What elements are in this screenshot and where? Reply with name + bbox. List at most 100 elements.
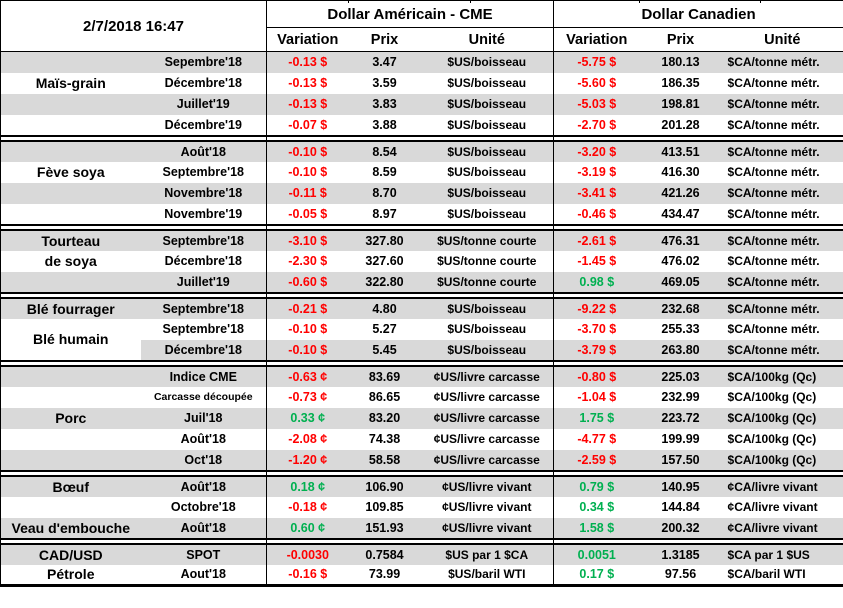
- group-separator: [0, 359, 843, 367]
- cell-contract-month: Juillet'19: [140, 271, 267, 293]
- table-row: Oct'18 -1.20 ¢ 58.58 ¢US/livre carcasse -2.5…: [0, 449, 843, 471]
- cell-ca-prix: 263.80: [639, 339, 722, 361]
- group-separator-cell: [0, 291, 268, 299]
- cell-us-unite: $US/baril WTI: [448, 567, 526, 582]
- cell-contract-month: Décembre'18: [164, 254, 242, 268]
- cell-us-unite: $US/boisseau: [420, 339, 554, 361]
- cell-us-unite: ¢US/livre carcasse: [420, 449, 554, 471]
- cell-us-variation: -2.08 ¢: [266, 428, 349, 450]
- cell-ca-prix: 469.05: [639, 271, 722, 293]
- cell-ca-prix: 223.72: [639, 407, 722, 429]
- cell-ca-prix: 200.32: [639, 517, 722, 539]
- cell-ca-unite: $CA/tonne métr.: [721, 339, 843, 361]
- cell-ca-variation: 0.79 $: [553, 475, 640, 497]
- cell-ca-unite: $CA/tonne métr.: [721, 140, 843, 162]
- table-row: Carcasse découpée -0.73 ¢ 86.65 ¢US/livre c…: [1, 386, 843, 408]
- group-separator-cell: [0, 537, 268, 545]
- cell-contract-month: Aout'18: [180, 567, 226, 582]
- cell-us-prix: 3.47: [348, 51, 421, 73]
- cell-ca-prix: 225.03: [639, 365, 722, 387]
- us-prix-header: Prix: [348, 27, 421, 52]
- cell-us-variation: -1.20 ¢: [266, 449, 349, 471]
- cell-contract-month: Novembre'18: [140, 182, 267, 204]
- table-row: Blé fourrager Septembre'18 -0.21 $4.80 $US/…: [0, 297, 843, 319]
- cell-ca-unite: $CA/100kg (Qc): [727, 432, 817, 446]
- cell-ca-unite: $CA/tonne métr.: [727, 76, 820, 90]
- cell-us-variation: -0.21 $: [266, 297, 349, 319]
- cell-us-prix: 322.80: [348, 271, 421, 293]
- cell-us-prix: 8.97: [372, 206, 397, 221]
- group-separator-cell: [553, 134, 843, 142]
- cell-ca-variation: -5.03 $: [553, 93, 640, 115]
- cell-us-prix: 8.54: [348, 140, 421, 162]
- group-separator-cell: [553, 291, 843, 299]
- cell-us-unite: ¢US/livre carcasse: [420, 407, 554, 429]
- group-separator-cell: [0, 469, 268, 477]
- cell-us-unite: $US par 1 $CA: [420, 543, 554, 565]
- cell-commodity-label: Blé humain: [0, 318, 141, 361]
- cell-us-prix: 3.83: [348, 93, 421, 115]
- group-separator-cell: [266, 291, 555, 299]
- table-row: Indice CME -0.63 ¢ 83.69 ¢US/livre carcasse…: [0, 365, 843, 387]
- cell-ca-unite: $CA/tonne métr.: [721, 182, 843, 204]
- table-row: Décembre'18 -0.10 $5.45 $US/boisseau -3.79 …: [1, 339, 843, 361]
- group-separator: [0, 223, 843, 231]
- cell-commodity-label: [1, 387, 141, 408]
- cell-us-prix: 327.60: [365, 254, 404, 268]
- cell-us-unite: $US/boisseau: [420, 51, 554, 73]
- cell-us-variation: -0.73 ¢: [266, 386, 349, 408]
- table-row: Août'18 -2.08 ¢ 74.38 ¢US/livre carcasse -4.…: [1, 428, 843, 450]
- cell-ca-unite: $CA/tonne métr.: [727, 117, 820, 132]
- table-row: Fève soya Septembre'18 -0.10 $ 8.59 $US/bois…: [1, 161, 843, 183]
- cell-ca-variation: -2.61 $: [553, 229, 640, 251]
- cell-commodity-label: Tourteau: [0, 229, 141, 251]
- cell-ca-prix: 413.51: [639, 140, 722, 162]
- cell-contract-month: Septembre'18: [140, 229, 267, 251]
- cell-contract-month: Août'18: [180, 432, 226, 446]
- cell-us-unite: $US/boisseau: [420, 297, 554, 319]
- cell-ca-prix: 232.99: [661, 390, 700, 404]
- report-datetime: 2/7/2018 16:47: [0, 0, 267, 52]
- table-row: Sepembre'18 -0.13 $3.47 $US/boisseau -5.75 …: [0, 51, 843, 73]
- group-separator-cell: [553, 537, 843, 545]
- cell-us-variation: -0.0030: [266, 543, 349, 565]
- cell-us-variation: -0.16 $: [266, 564, 349, 586]
- cell-commodity-label: Veau d'embouche: [0, 517, 141, 539]
- cell-ca-prix: 140.95: [639, 475, 722, 497]
- table-row: Juillet'19 -0.13 $3.83 $US/boisseau -5.03 $…: [0, 93, 843, 115]
- cell-ca-unite: $CA/tonne métr.: [721, 297, 843, 319]
- cell-contract-month: Décembre'18: [164, 76, 242, 90]
- cell-us-variation: -0.13 $: [266, 93, 349, 115]
- cell-ca-unite: $CA/tonne métr.: [721, 229, 843, 251]
- table-row: de soya Décembre'18 -2.30 $ 327.60 $US/tonne…: [1, 250, 843, 272]
- cell-us-unite: $US/tonne courte: [437, 254, 537, 268]
- cell-commodity-label: [0, 271, 141, 293]
- cell-ca-variation: -3.41 $: [553, 182, 640, 204]
- group-separator: [0, 291, 843, 299]
- us-variation-header: Variation: [266, 27, 349, 52]
- cell-ca-unite: $CA/100kg (Qc): [721, 407, 843, 429]
- cell-contract-month: Septembre'18: [140, 297, 267, 319]
- cell-commodity-label: [1, 429, 141, 450]
- cell-us-prix: 0.7584: [348, 543, 421, 565]
- cell-commodity-label: [0, 51, 141, 73]
- group-separator-cell: [266, 469, 555, 477]
- cell-contract-month: Novembre'19: [164, 206, 243, 221]
- cell-us-prix: 8.59: [372, 165, 397, 179]
- cell-contract-month: Décembre'19: [164, 117, 242, 132]
- cell-us-prix: 86.65: [368, 390, 401, 404]
- cell-commodity-label: [0, 449, 141, 471]
- cell-ca-variation: -9.22 $: [553, 297, 640, 319]
- ca-unite-header: Unité: [721, 27, 843, 52]
- cell-ca-unite: $CA/tonne métr.: [721, 271, 843, 293]
- cell-ca-unite: $CA/100kg (Qc): [721, 365, 843, 387]
- group-separator-cell: [0, 134, 268, 142]
- cell-ca-prix: 186.35: [661, 76, 700, 90]
- group-separator: [0, 134, 843, 142]
- cell-ca-unite: ¢CA/livre vivant: [727, 500, 818, 514]
- cell-ca-variation: 1.75 $: [553, 407, 640, 429]
- cell-ca-unite: $CA/100kg (Qc): [721, 449, 843, 471]
- ca-variation-header: Variation: [553, 27, 640, 52]
- ca-section-title: Dollar Canadien: [553, 0, 843, 28]
- cell-ca-prix: 416.30: [661, 165, 700, 179]
